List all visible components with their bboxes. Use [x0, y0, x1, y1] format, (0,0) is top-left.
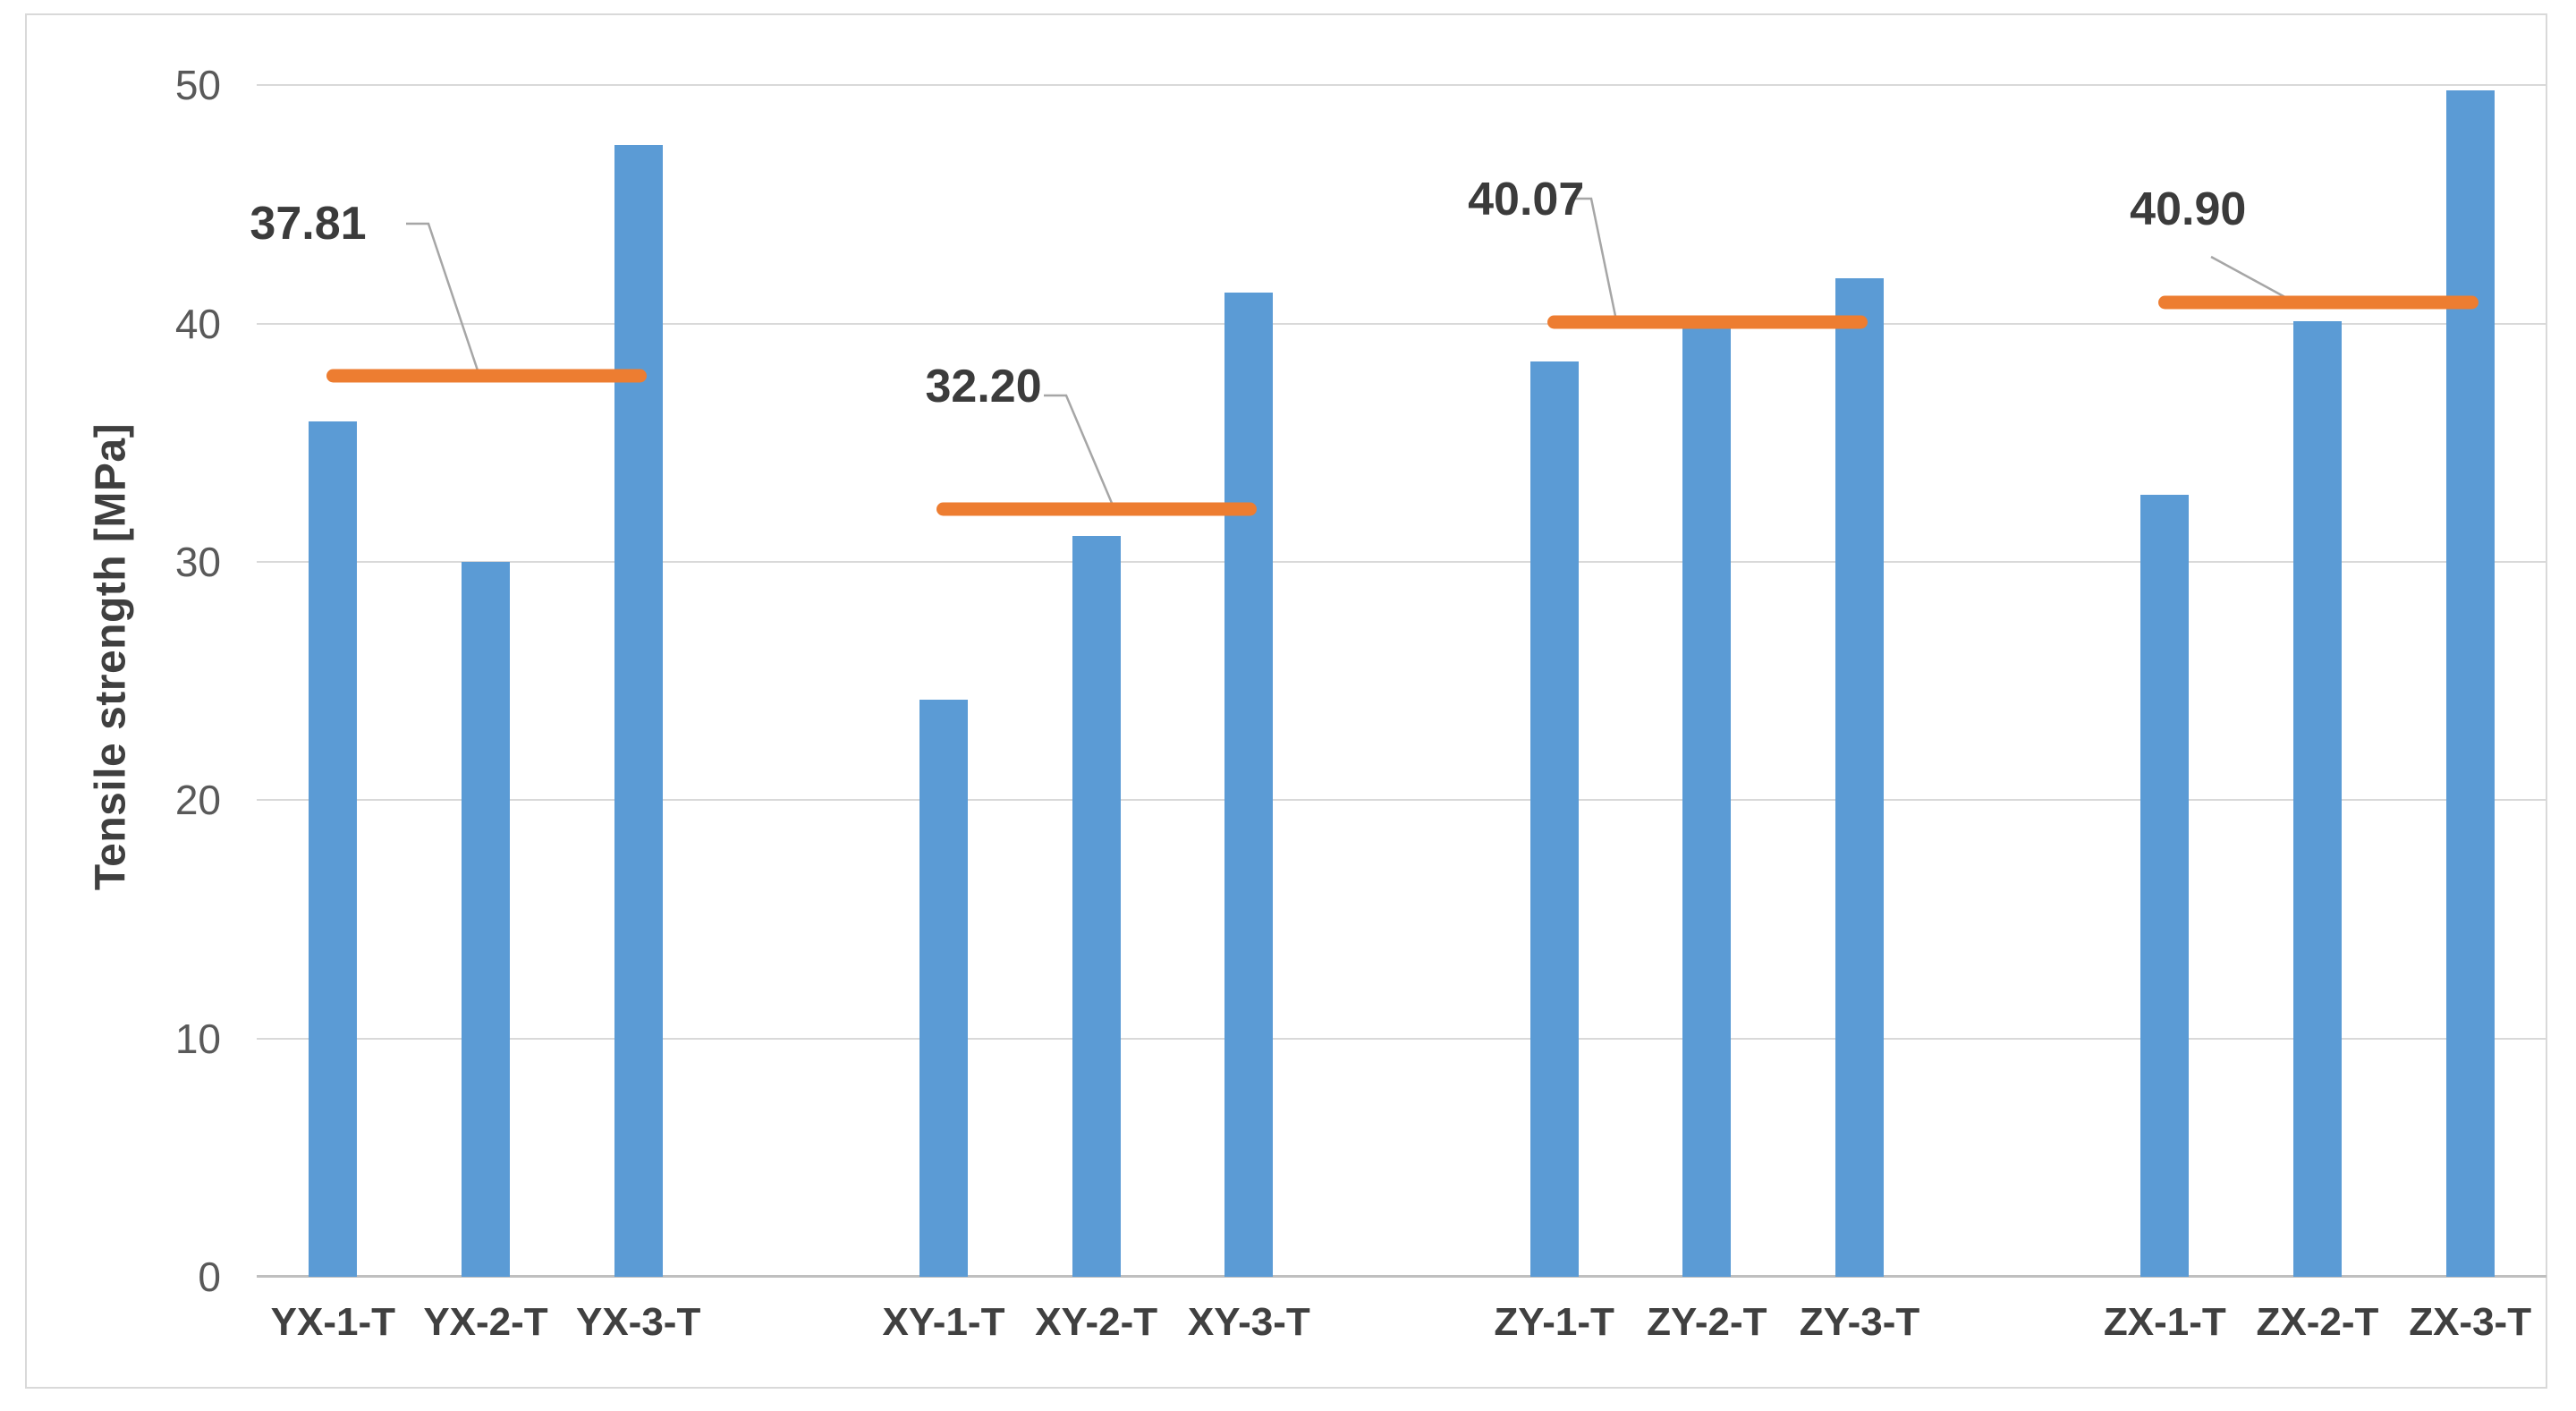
average-value-label: 40.07	[1468, 174, 1585, 226]
category-label: ZX-3-T	[2409, 1300, 2532, 1344]
bar	[614, 144, 663, 1277]
leader-lines-layer	[406, 197, 2292, 508]
y-tick-label: 20	[174, 777, 221, 824]
bar	[919, 700, 968, 1277]
bar	[1224, 293, 1274, 1277]
y-axis-title: Tensile strength [MPa]	[87, 422, 135, 891]
average-line	[936, 502, 1258, 516]
gridline	[257, 1037, 2546, 1040]
leader-line	[1570, 197, 1618, 321]
y-tick-label: 30	[174, 538, 221, 585]
category-label: ZY-1-T	[1494, 1300, 1614, 1344]
bar	[1530, 361, 1579, 1277]
category-label: XY-1-T	[882, 1300, 1005, 1344]
y-tick-label: 0	[198, 1254, 221, 1300]
average-value-label: 37.81	[250, 197, 367, 250]
gridline	[257, 799, 2546, 802]
average-line	[326, 369, 647, 383]
y-tick-label: 50	[174, 62, 221, 109]
bar	[2140, 495, 2190, 1277]
y-tick-label: 10	[174, 1015, 221, 1062]
average-line	[1546, 315, 1868, 329]
category-label: YX-2-T	[423, 1300, 548, 1344]
leader-line	[1044, 394, 1115, 508]
bar	[309, 421, 358, 1277]
bar	[461, 561, 510, 1277]
chart-frame: Tensile strength [MPa] 0 10 20 30 40 50 YX-1-T…	[25, 13, 2547, 1389]
gridline	[257, 322, 2546, 325]
gridline	[257, 560, 2546, 563]
average-value-label: 40.90	[2130, 183, 2247, 236]
average-line	[2157, 295, 2479, 310]
category-label: ZY-3-T	[1799, 1300, 1920, 1344]
leader-line	[406, 222, 480, 374]
category-label: ZY-2-T	[1647, 1300, 1767, 1344]
bar	[1682, 326, 1732, 1277]
category-label: ZX-2-T	[2256, 1300, 2379, 1344]
category-label: YX-1-T	[270, 1300, 396, 1344]
bar	[1835, 278, 1884, 1277]
plot-area: 0 10 20 30 40 50 YX-1-T YX-2-T YX-3-T 37.81 XY-1-T…	[175, 38, 2546, 1344]
category-label: XY-2-T	[1035, 1300, 1158, 1344]
category-label: ZX-1-T	[2103, 1300, 2226, 1344]
x-axis-line	[257, 1275, 2546, 1278]
bar	[2292, 320, 2342, 1277]
leader-line	[2210, 255, 2292, 302]
category-label: XY-3-T	[1187, 1300, 1310, 1344]
category-label: YX-3-T	[575, 1300, 701, 1344]
gridline	[257, 84, 2546, 87]
bar	[1072, 535, 1121, 1277]
y-tick-label: 40	[174, 300, 221, 347]
average-value-label: 32.20	[925, 361, 1042, 413]
bar	[2445, 89, 2495, 1277]
